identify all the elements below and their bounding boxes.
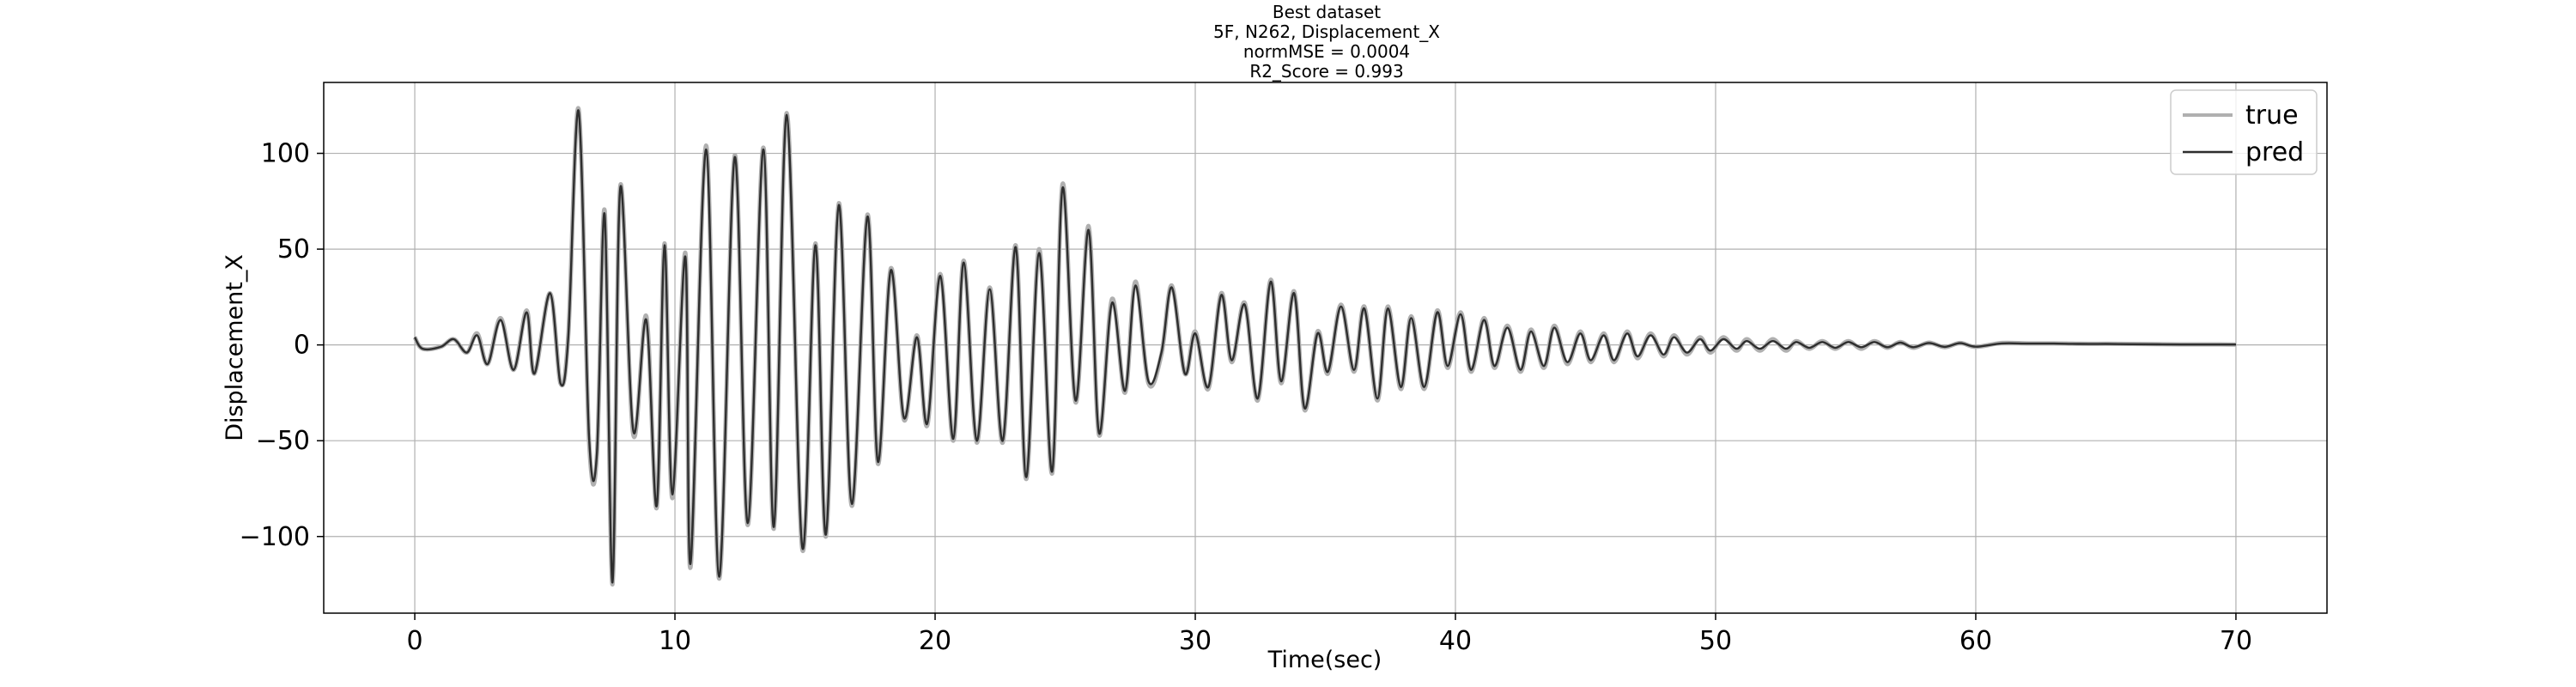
title-line-3: normMSE = 0.0004	[1243, 41, 1410, 62]
x-tick-label: 60	[1959, 626, 1992, 656]
y-tick-label: 50	[277, 234, 310, 264]
y-axis-ticks: −100 −50 0 50 100	[240, 139, 324, 552]
chart-title: Best dataset 5F, N262, Displacement_X no…	[1213, 2, 1440, 82]
legend: true pred	[2170, 89, 2318, 175]
x-tick-label: 30	[1179, 626, 1212, 656]
x-axis-ticks: 0 10 20 30 40 50 60 70	[406, 613, 2252, 656]
y-tick-label: 0	[294, 331, 310, 361]
plot-area	[324, 82, 2327, 613]
title-line-4: R2_Score = 0.993	[1249, 61, 1403, 82]
x-tick-label: 10	[659, 626, 691, 656]
x-tick-label: 20	[919, 626, 951, 656]
title-line-1: Best dataset	[1273, 2, 1381, 22]
legend-label-true: true	[2245, 100, 2299, 131]
x-tick-label: 50	[1699, 626, 1732, 656]
title-line-2: 5F, N262, Displacement_X	[1213, 21, 1440, 42]
legend-box	[2170, 89, 2318, 175]
y-tick-label: 100	[261, 139, 310, 169]
x-tick-label: 70	[2220, 626, 2252, 656]
x-axis-label: Time(sec)	[1267, 647, 1382, 673]
x-tick-label: 40	[1439, 626, 1472, 656]
y-axis-label: Displacement_X	[222, 254, 248, 441]
y-tick-label: −100	[240, 522, 310, 552]
legend-label-pred: pred	[2245, 137, 2304, 167]
plot-frame	[323, 82, 2328, 614]
series-line-pred	[413, 109, 2236, 584]
x-tick-label: 0	[406, 626, 422, 656]
y-tick-label: −50	[256, 426, 310, 456]
series-layer	[412, 106, 2237, 587]
